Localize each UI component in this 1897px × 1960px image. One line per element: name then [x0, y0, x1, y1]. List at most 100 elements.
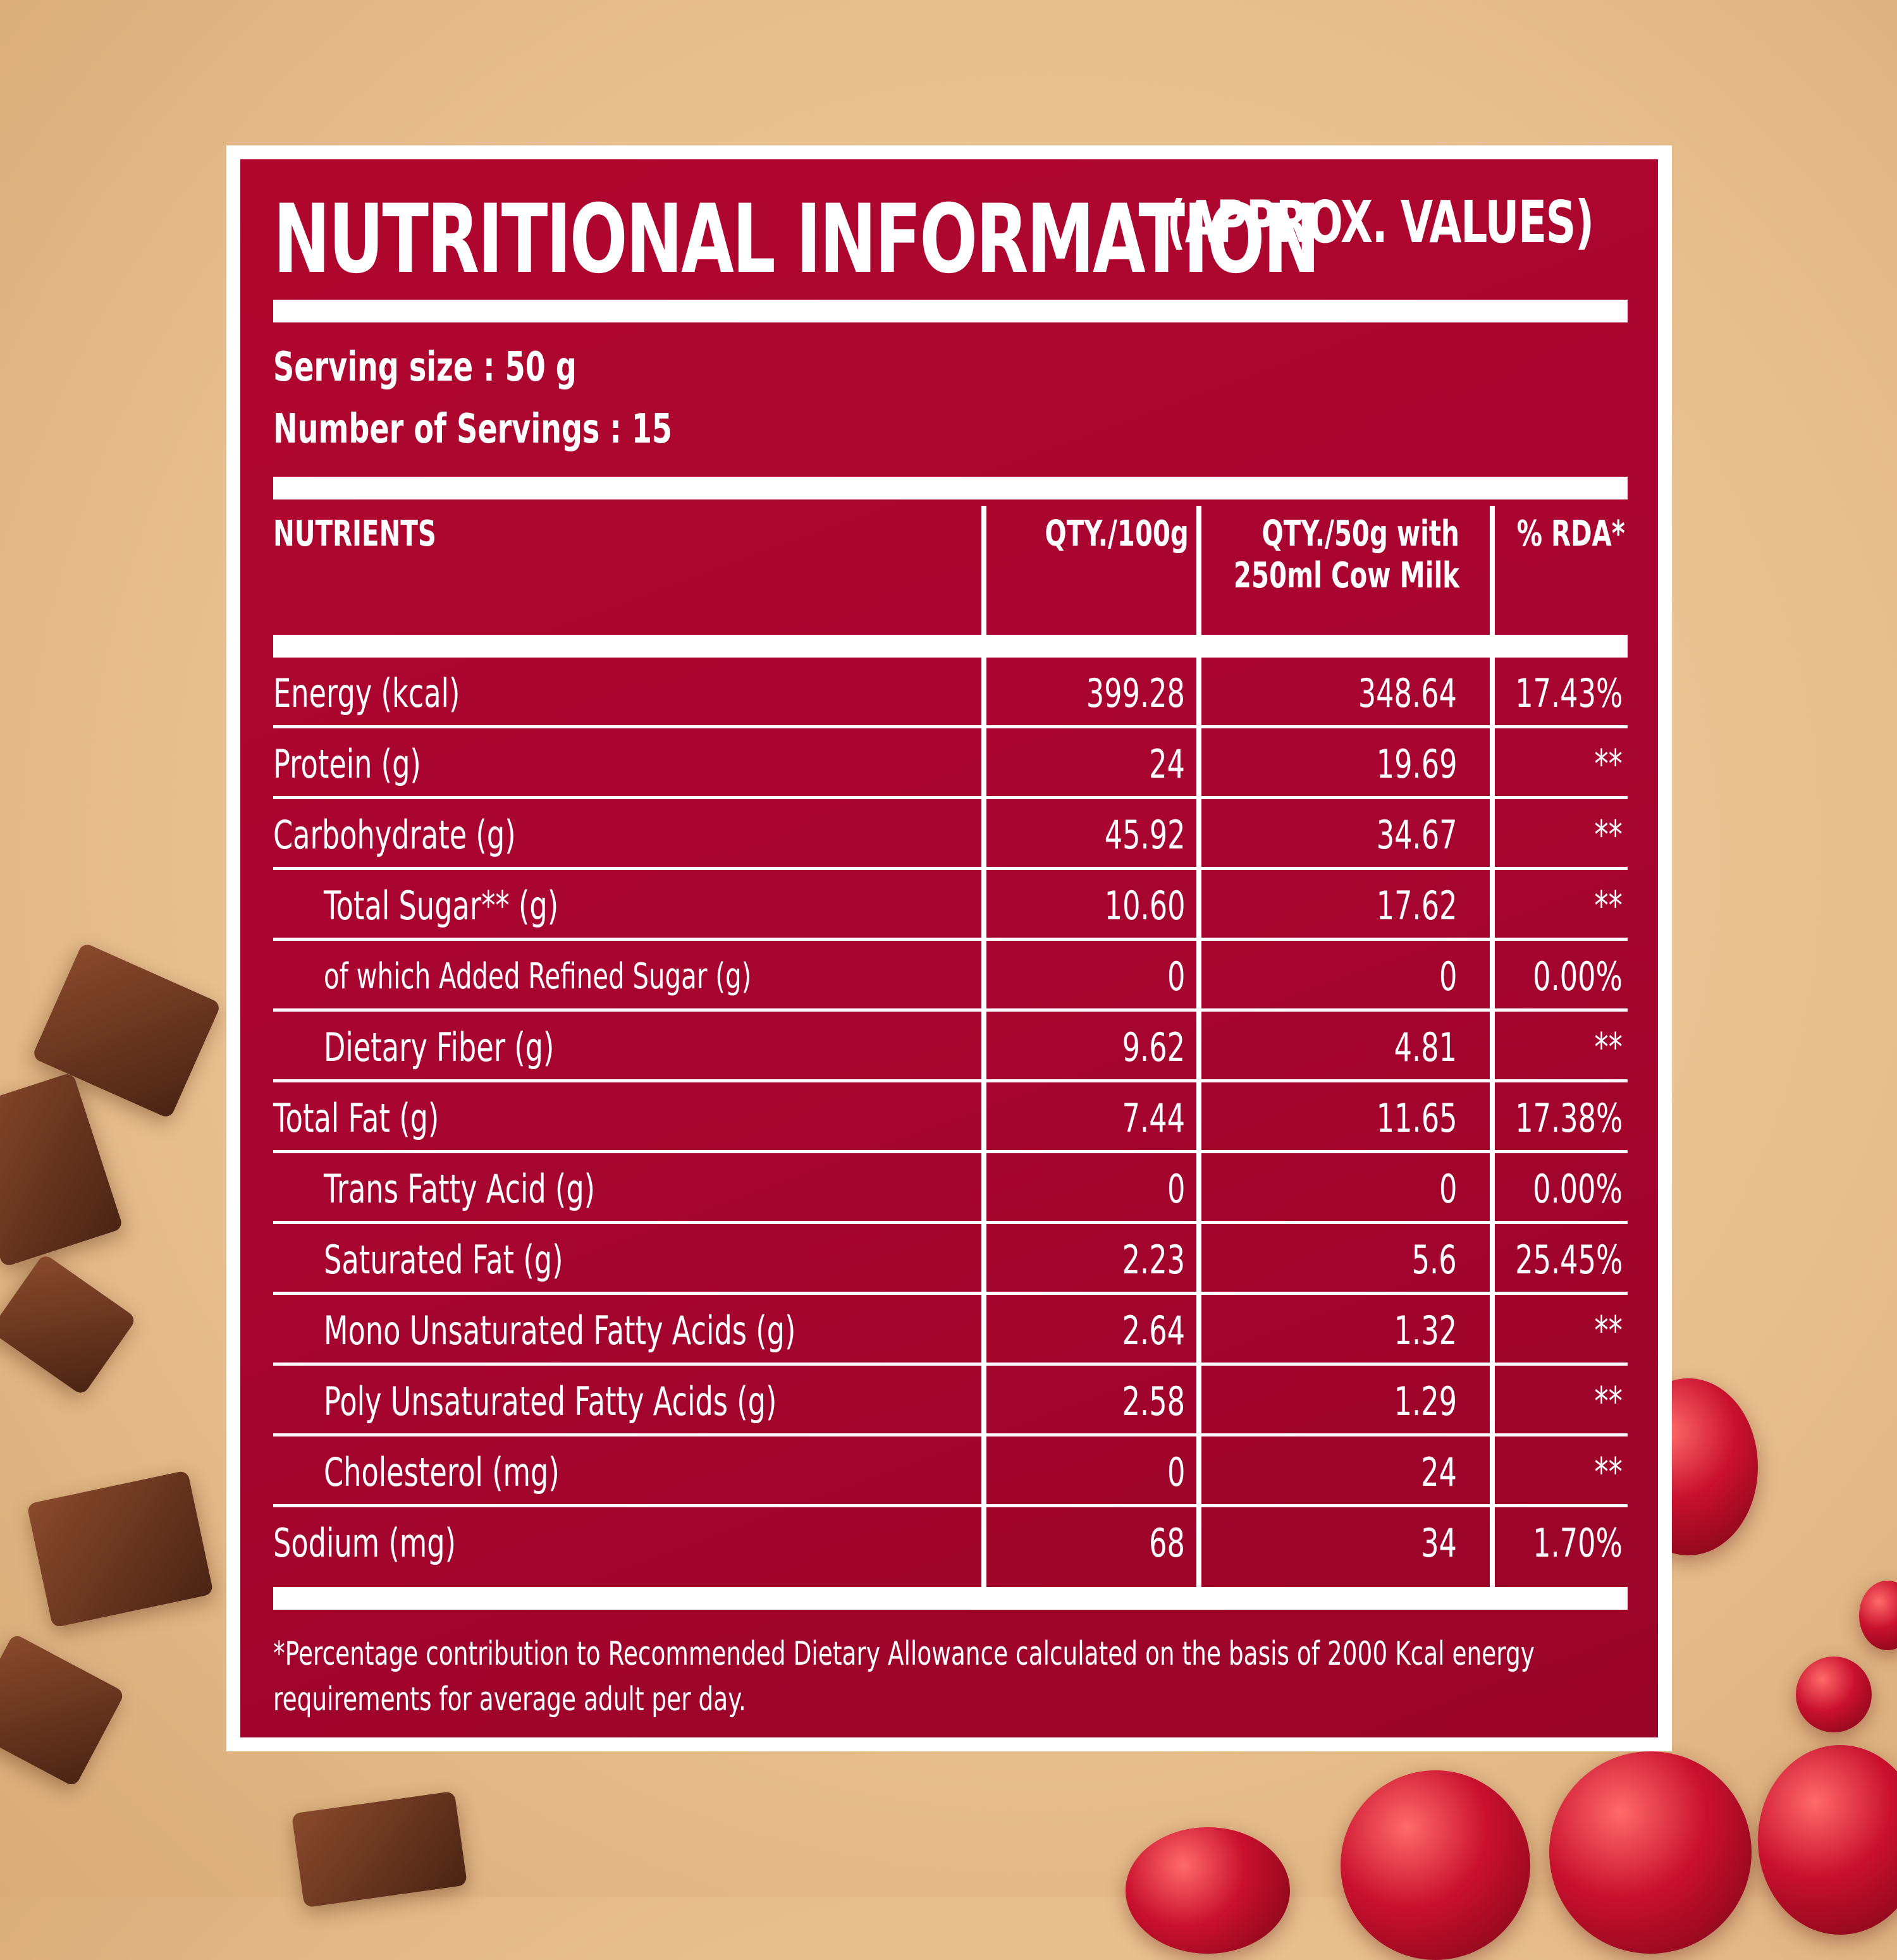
rda-percent: ** [1594, 1024, 1623, 1070]
cherry-image [1859, 1581, 1897, 1650]
nutrient-name: Saturated Fat (g) [324, 1237, 563, 1283]
row-divider [273, 867, 1628, 870]
column-divider [1196, 506, 1201, 1587]
row-divider [273, 1504, 1628, 1507]
divider-bar [273, 635, 1628, 658]
row-divider [273, 1150, 1628, 1153]
qty-per-100g: 45.92 [1104, 812, 1185, 858]
title-subtitle: (APPROX. VALUES) [1167, 188, 1594, 256]
chocolate-piece-image [0, 1253, 137, 1397]
qty-per-50g-with-milk: 11.65 [1376, 1095, 1457, 1141]
rda-percent: 0.00% [1533, 1166, 1623, 1212]
serving-size: Serving size : 50 g [273, 344, 577, 391]
row-divider [273, 1363, 1628, 1366]
qty-per-50g-with-milk: 348.64 [1358, 670, 1457, 716]
qty-per-50g-with-milk: 4.81 [1394, 1024, 1457, 1070]
row-divider [273, 1079, 1628, 1082]
qty-per-50g-with-milk: 1.32 [1394, 1308, 1457, 1354]
table-row: Protein (g) 24 19.69 ** [273, 728, 1628, 799]
qty-per-100g: 2.64 [1122, 1308, 1185, 1354]
rda-percent: 17.43% [1514, 670, 1623, 716]
table-row: Poly Unsaturated Fatty Acids (g) 2.58 1.29… [273, 1366, 1628, 1436]
cherry-image [1758, 1745, 1897, 1935]
row-divider [273, 796, 1628, 799]
qty-per-100g: 0 [1167, 1449, 1185, 1495]
nutrient-name: Energy (kcal) [273, 670, 460, 716]
table-row: Energy (kcal) 399.28 348.64 17.43% [273, 658, 1628, 728]
qty-per-50g-with-milk: 24 [1421, 1449, 1457, 1495]
row-divider [273, 938, 1628, 941]
header-qty-50g-line1: QTY./50g with [1262, 513, 1459, 554]
rda-percent: ** [1594, 1378, 1623, 1424]
nutrient-name: Mono Unsaturated Fatty Acids (g) [324, 1308, 796, 1354]
row-divider [273, 1433, 1628, 1436]
divider-bar [273, 477, 1628, 499]
rda-percent: 25.45% [1514, 1237, 1623, 1283]
qty-per-100g: 7.44 [1122, 1095, 1185, 1141]
row-divider [273, 725, 1628, 728]
qty-per-50g-with-milk: 0 [1439, 1166, 1457, 1212]
table-row: Saturated Fat (g) 2.23 5.6 25.45% [273, 1224, 1628, 1295]
nutrient-name: Total Sugar** (g) [324, 883, 559, 929]
qty-per-50g-with-milk: 19.69 [1376, 741, 1457, 787]
nutrition-panel: NUTRITIONAL INFORMATION (APPROX. VALUES)… [226, 145, 1672, 1751]
qty-per-50g-with-milk: 17.62 [1376, 883, 1457, 929]
table-row: Total Fat (g) 7.44 11.65 17.38% [273, 1082, 1628, 1153]
qty-per-100g: 399.28 [1086, 670, 1185, 716]
rda-footnote: *Percentage contribution to Recommended … [273, 1631, 1593, 1722]
rda-percent: ** [1594, 1449, 1623, 1495]
nutrient-name: Carbohydrate (g) [273, 812, 516, 858]
qty-per-100g: 2.23 [1122, 1237, 1185, 1283]
cherry-image [1796, 1657, 1872, 1732]
qty-per-100g: 24 [1149, 741, 1185, 787]
qty-per-100g: 10.60 [1104, 883, 1185, 929]
nutrient-name: of which Added Refined Sugar (g) [324, 956, 752, 997]
chocolate-piece-image [27, 1470, 214, 1628]
nutrient-name: Trans Fatty Acid (g) [324, 1166, 596, 1212]
table-row: Sodium (mg) 68 34 1.70% [273, 1507, 1628, 1578]
footnote-line-1: *Percentage contribution to Recommended … [273, 1635, 1535, 1673]
number-of-servings: Number of Servings : 15 [273, 406, 672, 453]
header-qty-100g: QTY./100g [1045, 513, 1189, 554]
footnote-line-2: requirements for average adult per day. [273, 1681, 746, 1718]
cherry-image [1549, 1751, 1752, 1954]
nutrient-name: Sodium (mg) [273, 1520, 457, 1566]
qty-per-100g: 0 [1167, 1166, 1185, 1212]
header-rda: % RDA* [1516, 513, 1625, 554]
rda-percent: ** [1594, 812, 1623, 858]
rda-percent: ** [1594, 1308, 1623, 1354]
nutrition-panel-inner: NUTRITIONAL INFORMATION (APPROX. VALUES)… [240, 159, 1658, 1737]
qty-per-50g-with-milk: 34 [1421, 1520, 1457, 1566]
table-row: Trans Fatty Acid (g) 0 0 0.00% [273, 1153, 1628, 1224]
column-divider [981, 506, 986, 1587]
rda-percent: ** [1594, 741, 1623, 787]
qty-per-50g-with-milk: 0 [1439, 953, 1457, 1000]
qty-per-100g: 9.62 [1122, 1024, 1185, 1070]
chocolate-piece-image [0, 1633, 126, 1787]
chocolate-piece-image [0, 1072, 124, 1268]
nutrient-name: Total Fat (g) [273, 1095, 439, 1141]
nutrient-name: Cholesterol (mg) [324, 1449, 560, 1495]
nutrient-name: Dietary Fiber (g) [324, 1024, 555, 1070]
divider-bar [273, 300, 1628, 322]
rda-percent: 17.38% [1514, 1095, 1623, 1141]
rda-percent: 0.00% [1533, 953, 1623, 1000]
table-row: Cholesterol (mg) 0 24 ** [273, 1436, 1628, 1507]
qty-per-100g: 2.58 [1122, 1378, 1185, 1424]
qty-per-50g-with-milk: 1.29 [1394, 1378, 1457, 1424]
rda-percent: ** [1594, 883, 1623, 929]
cherry-image [1341, 1770, 1530, 1960]
column-divider [1490, 506, 1495, 1587]
cherry-image [1126, 1827, 1290, 1954]
qty-per-50g-with-milk: 5.6 [1412, 1237, 1457, 1283]
qty-per-100g: 68 [1149, 1520, 1185, 1566]
table-row: Total Sugar** (g) 10.60 17.62 ** [273, 870, 1628, 941]
row-divider [273, 1008, 1628, 1012]
row-divider [273, 1221, 1628, 1224]
header-nutrients: NUTRIENTS [273, 513, 436, 554]
chocolate-piece-image [291, 1791, 468, 1908]
title-row: NUTRITIONAL INFORMATION [273, 192, 1725, 287]
table-row: Dietary Fiber (g) 9.62 4.81 ** [273, 1012, 1628, 1082]
rda-percent: 1.70% [1533, 1520, 1623, 1566]
nutrient-name: Poly Unsaturated Fatty Acids (g) [324, 1378, 777, 1424]
